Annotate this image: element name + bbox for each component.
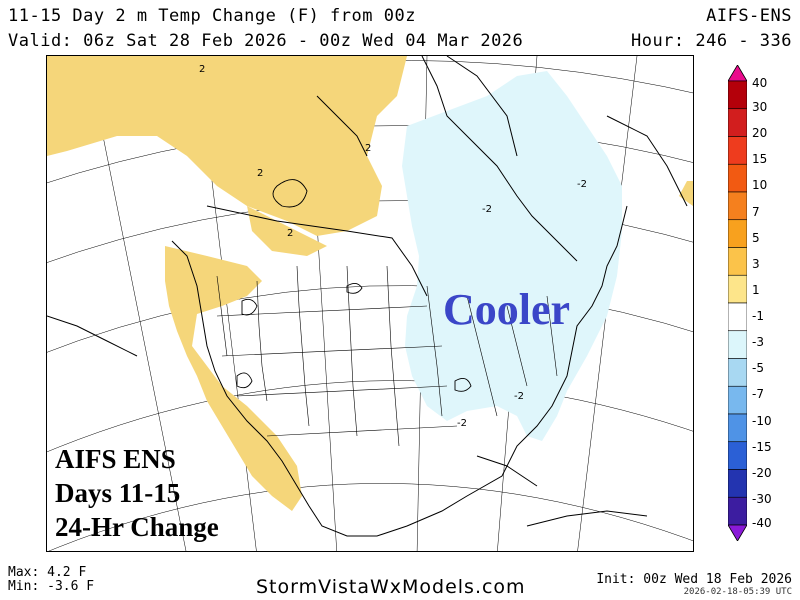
contour-label: 2: [199, 64, 206, 75]
site-name: StormVistaWxModels.com: [256, 576, 526, 598]
cool-shading: [402, 71, 622, 441]
colorbar-label: -10: [752, 413, 772, 428]
colorbar-label: 3: [752, 256, 760, 271]
colorbar-label: 10: [752, 178, 768, 193]
colorbar-segment: [728, 136, 747, 165]
contour-label: -2: [457, 418, 467, 429]
colorbar-segment: [728, 441, 747, 470]
colorbar-segment: [728, 247, 747, 276]
colorbar-label: -5: [752, 361, 764, 376]
colorbar-segment: [728, 191, 747, 221]
colorbar-segment: [728, 358, 747, 387]
colorbar-label: 40: [752, 76, 768, 90]
colorbar-label: -30: [752, 491, 772, 506]
colorbar-label: 7: [752, 204, 760, 219]
colorbar-label: 15: [752, 152, 768, 167]
colorbar-label: 5: [752, 230, 760, 245]
contours: [236, 179, 472, 392]
colorbar-label: 1: [752, 282, 760, 297]
colorbar-segment: [728, 65, 747, 82]
forecast-hour: Hour: 246 - 336: [630, 31, 792, 51]
colorbar-label: 20: [752, 126, 768, 141]
contour-label: 2: [257, 168, 264, 179]
colorbar-label: -3: [752, 335, 764, 350]
model-info-line: 24-Hr Change: [55, 512, 219, 542]
model-info-line: Days 11-15: [55, 478, 181, 508]
coastlines: [47, 56, 688, 537]
max-value: Max: 4.2 F: [8, 565, 87, 580]
colorbar-segment: [728, 108, 747, 137]
model-info-box: AIFS ENS Days 11-15 24-Hr Change: [55, 442, 219, 544]
colorbar: [728, 65, 747, 541]
colorbar-segment: [728, 385, 747, 415]
timestamp: 2026-02-18-05:39 UTC: [683, 587, 792, 597]
contour-label: 2: [287, 228, 294, 239]
colorbar-label: -1: [752, 309, 764, 324]
colorbar-segment: [728, 524, 747, 541]
colorbar-segment: [728, 469, 747, 498]
colorbar-label: -7: [752, 387, 764, 402]
cooler-label: Cooler: [443, 285, 571, 334]
colorbar-segment: [728, 302, 747, 332]
contour-label: 2: [365, 143, 372, 154]
stats: Max: 4.2 F Min: -3.6 F: [8, 566, 94, 594]
min-value: Min: -3.6 F: [8, 579, 95, 594]
map-canvas: [47, 56, 693, 551]
map-panel: 2 2 2 2 -2 -2 -2 -2 Cooler AIFS ENS Days…: [46, 55, 694, 552]
colorbar-segment: [728, 496, 747, 526]
contour-label: -2: [577, 179, 587, 190]
model-name: AIFS-ENS: [706, 6, 792, 26]
colorbar-segment: [728, 274, 747, 304]
model-info-line: AIFS ENS: [55, 444, 176, 474]
colorbar-segment: [728, 219, 747, 248]
contour-label: -2: [482, 204, 492, 215]
colorbar-label: -15: [752, 439, 772, 454]
init-time: Init: 00z Wed 18 Feb 2026: [596, 572, 792, 587]
chart-title: 11-15 Day 2 m Temp Change (F) from 00z: [8, 6, 416, 26]
colorbar-segment: [728, 330, 747, 359]
valid-time: Valid: 06z Sat 28 Feb 2026 - 00z Wed 04 …: [8, 31, 524, 51]
contour-label: -2: [514, 391, 524, 402]
colorbar-label: -40: [752, 516, 772, 530]
colorbar-segment: [728, 413, 747, 443]
colorbar-segment: [728, 80, 747, 110]
colorbar-label: -20: [752, 465, 772, 480]
colorbar-label: 30: [752, 100, 768, 115]
colorbar-segment: [728, 163, 747, 193]
